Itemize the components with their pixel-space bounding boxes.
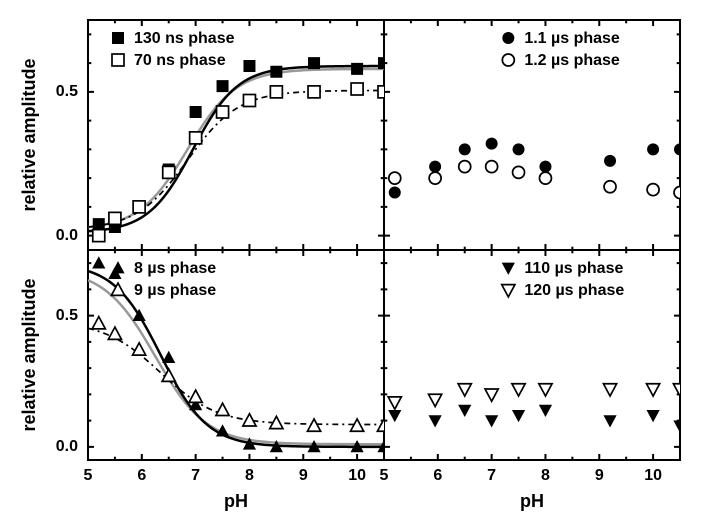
x-axis-label-left: pH (224, 491, 248, 511)
chart-svg: 0.0 0.5 5 6 7 8 9 10 0.0 0.5 5 6 7 8 9 10 relative ampli… (0, 0, 707, 515)
svg-text:6: 6 (137, 467, 146, 484)
legend-bottom-left: 9 µs phase (134, 282, 216, 299)
legend-top-left: 70 ns phase (134, 52, 226, 69)
legend-top-right: 1.2 µs phase (524, 52, 620, 69)
series-bottom-right (388, 384, 686, 433)
legend-top-right: 1.1 µs phase (524, 30, 620, 47)
y-axis-label-top: relative amplitude (19, 58, 39, 211)
svg-text:9: 9 (595, 467, 604, 484)
svg-text:10: 10 (644, 467, 662, 484)
svg-text:7: 7 (487, 467, 496, 484)
svg-text:9: 9 (299, 467, 308, 484)
svg-text:8: 8 (541, 467, 550, 484)
legend-bottom-right: 110 µs phase (524, 260, 623, 277)
svg-text:7: 7 (191, 467, 200, 484)
series-top-left (88, 57, 390, 242)
svg-text:0.0: 0.0 (56, 227, 78, 244)
y-axis-label-bottom: relative amplitude (19, 278, 39, 431)
svg-text:10: 10 (348, 467, 366, 484)
svg-text:5: 5 (380, 467, 389, 484)
legend-bottom-left: 8 µs phase (134, 260, 216, 277)
series-top-right (389, 138, 686, 199)
chart-grid: 0.0 0.5 5 6 7 8 9 10 0.0 0.5 5 6 7 8 9 10 relative ampli… (0, 0, 707, 515)
legend-bottom-right: 120 µs phase (524, 282, 624, 299)
svg-text:6: 6 (433, 467, 442, 484)
svg-text:0.5: 0.5 (56, 307, 78, 324)
legend-top-left: 130 ns phase (134, 30, 235, 47)
svg-text:8: 8 (245, 467, 254, 484)
x-axis-label-right: pH (520, 491, 544, 511)
svg-text:0.0: 0.0 (56, 438, 78, 455)
svg-text:5: 5 (84, 467, 93, 484)
svg-text:0.5: 0.5 (56, 83, 78, 100)
